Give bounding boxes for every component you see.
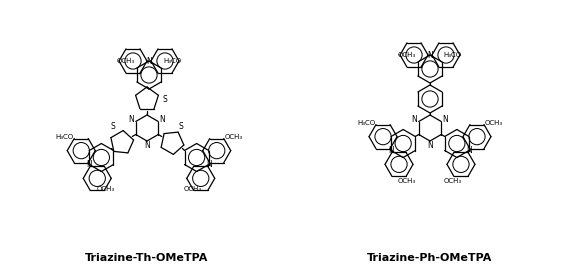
Text: OCH₃: OCH₃: [96, 186, 114, 192]
Text: OCH₃: OCH₃: [485, 120, 503, 126]
Text: N: N: [87, 160, 92, 169]
Text: OCH₃: OCH₃: [398, 178, 416, 184]
Text: N: N: [466, 146, 472, 155]
Text: N: N: [146, 56, 152, 66]
Text: H₃CO: H₃CO: [55, 134, 73, 140]
Text: Triazine-Th-OMeTPA: Triazine-Th-OMeTPA: [85, 253, 209, 263]
Text: N: N: [388, 146, 394, 155]
Text: OCH₃: OCH₃: [444, 178, 462, 184]
Text: H₃CO: H₃CO: [163, 58, 181, 64]
Text: Triazine-Ph-OMeTPA: Triazine-Ph-OMeTPA: [367, 253, 493, 263]
Text: OCH₃: OCH₃: [117, 58, 135, 64]
Text: S: S: [111, 122, 115, 131]
Text: N: N: [443, 114, 449, 123]
Text: H₃CO: H₃CO: [357, 120, 375, 126]
Text: S: S: [179, 122, 184, 131]
Text: OCH₃: OCH₃: [398, 52, 416, 58]
Text: N: N: [144, 141, 150, 150]
Text: N: N: [411, 114, 417, 123]
Text: OCH₃: OCH₃: [225, 134, 243, 140]
Text: S: S: [163, 94, 167, 103]
Text: N: N: [129, 114, 135, 123]
Text: OCH₃: OCH₃: [184, 186, 202, 192]
Text: N: N: [427, 141, 433, 150]
Text: N: N: [160, 114, 166, 123]
Text: H₃CO: H₃CO: [444, 52, 462, 58]
Text: N: N: [427, 50, 433, 59]
Text: N: N: [206, 160, 212, 169]
